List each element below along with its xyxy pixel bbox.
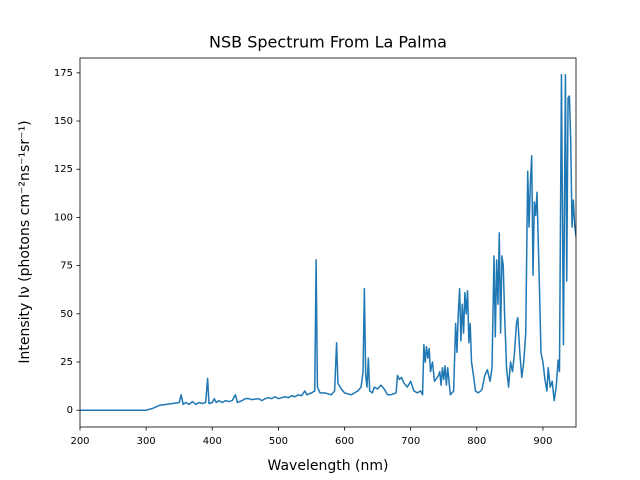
y-tick-label: 25 [60,357,73,368]
plot-area [80,74,576,411]
x-tick-label: 800 [467,436,486,447]
spectrum-line [80,74,576,411]
y-tick-label: 150 [54,116,73,127]
x-tick-label: 300 [137,436,156,447]
x-tick-label: 700 [401,436,420,447]
chart-title: NSB Spectrum From La Palma [209,33,447,52]
y-axis-label: Intensity Iν (photons cm⁻²ns⁻¹sr⁻¹) [17,120,33,363]
x-tick-label: 900 [533,436,552,447]
y-tick-label: 50 [60,309,73,320]
x-tick-label: 400 [203,436,222,447]
x-tick-label: 500 [269,436,288,447]
x-tick-label: 200 [70,436,89,447]
y-tick-label: 0 [67,405,73,416]
x-tick-label: 600 [335,436,354,447]
y-tick-label: 75 [60,261,73,272]
y-tick-label: 125 [54,164,73,175]
y-tick-label: 100 [54,212,73,223]
axes-frame [79,57,577,428]
y-tick-label: 175 [54,68,73,79]
x-axis-label: Wavelength (nm) [268,458,389,474]
